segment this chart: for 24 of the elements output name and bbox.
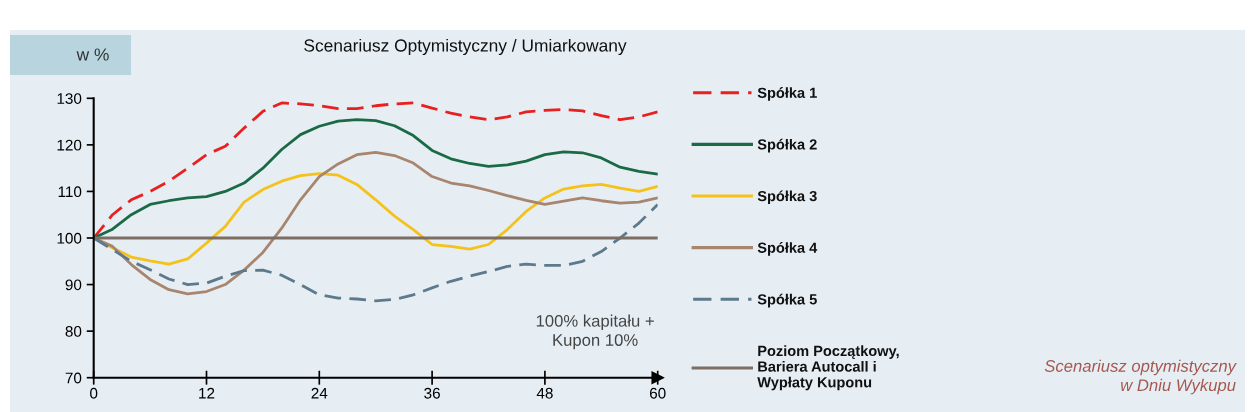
y-axis-title: w %: [76, 48, 109, 61]
x-tick-label: 24: [311, 387, 328, 399]
legend-label: Spółka 1: [757, 87, 817, 101]
y-tick-label: 70: [65, 372, 82, 384]
x-tick-label: 36: [424, 387, 440, 399]
legend-label: Spółka 5: [757, 293, 817, 308]
legend-label: Spółka 2: [757, 138, 817, 153]
y-tick-label: 120: [57, 139, 82, 151]
y-tick-label: 100: [57, 232, 82, 244]
legend-label: Spółka 4: [757, 242, 818, 256]
text: Scenariusz optymistyczny w Dniu Wykupu: [1044, 359, 1237, 395]
chart-title: Scenariusz Optymistyczny / Umiarkowany: [304, 38, 627, 56]
x-tick-label: 48: [536, 387, 553, 399]
y-tick-label: 110: [58, 186, 82, 198]
x-tick-label: 12: [199, 387, 215, 399]
y-tick-label: 130: [57, 93, 82, 104]
legend-label: Spółka 3: [757, 190, 817, 205]
y-tick-label: 80: [65, 326, 82, 337]
y-tick-label: 90: [65, 279, 82, 291]
legend-label: Poziom Początkowy, Bariera Autocall i Wypłaty Kuponu: [757, 345, 899, 391]
x-tick-label: 0: [90, 387, 98, 399]
line-series: [93, 203, 658, 303]
annotation: 100% kapitału + Kupon 10%: [536, 314, 654, 350]
x-tick-label: 60: [649, 387, 666, 399]
